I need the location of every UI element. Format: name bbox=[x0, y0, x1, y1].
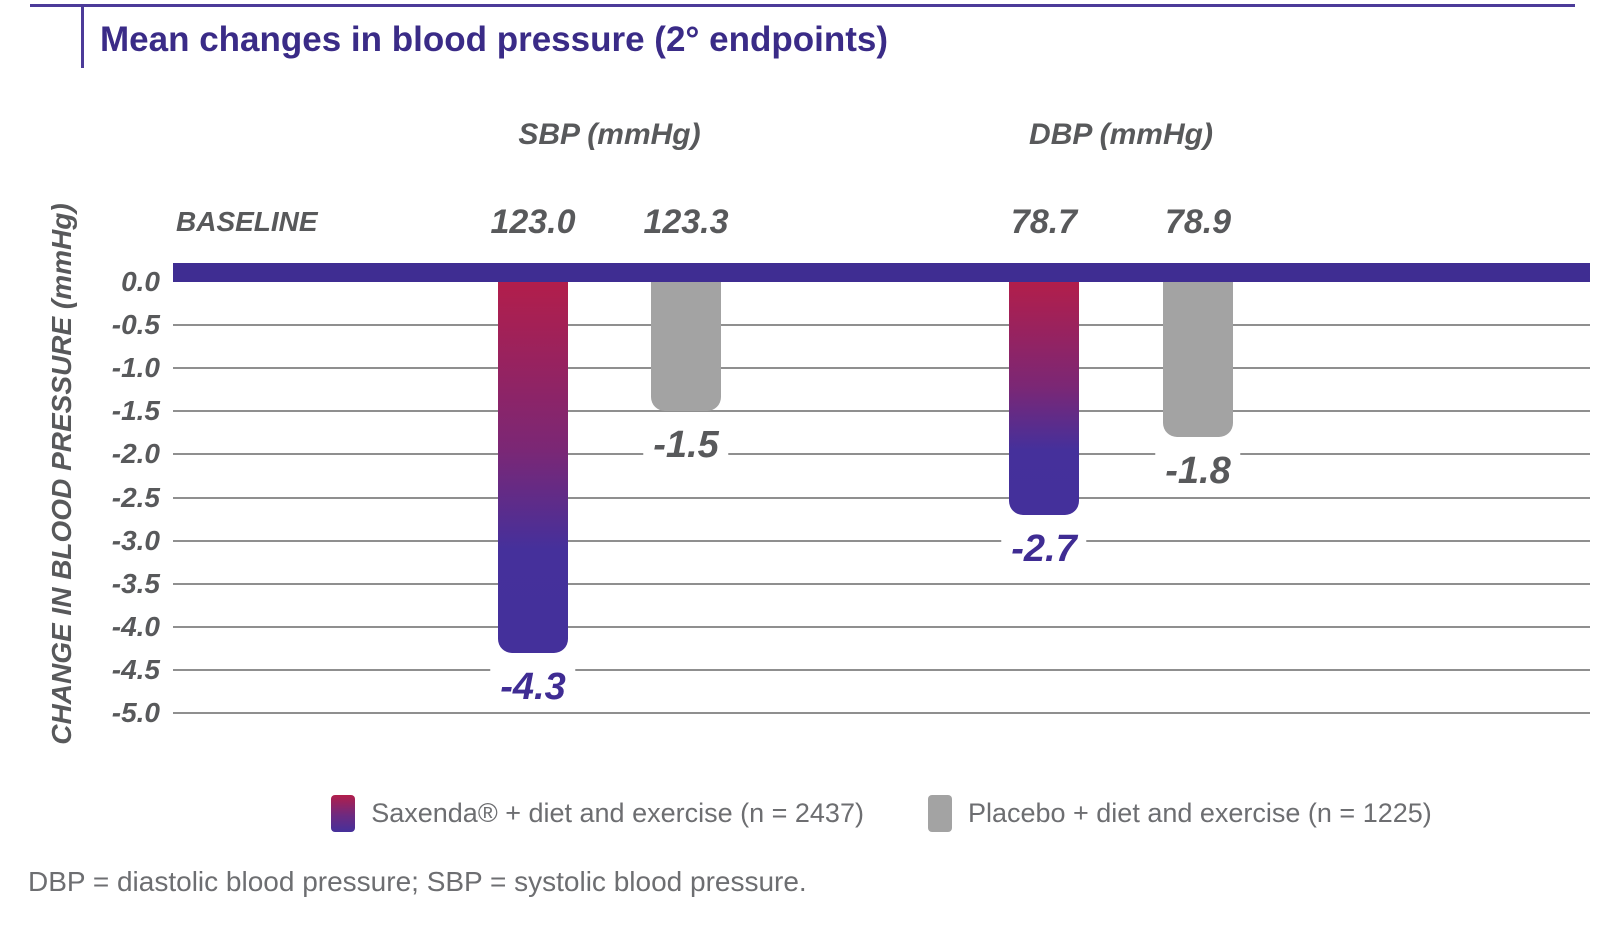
bar-value-label: -1.8 bbox=[1155, 450, 1241, 494]
y-tick-label: -1.5 bbox=[111, 395, 160, 427]
top-horizontal-rule bbox=[30, 4, 1575, 7]
y-tick-label: -2.0 bbox=[111, 438, 160, 470]
placebo-bar bbox=[651, 282, 721, 412]
gridline bbox=[173, 712, 1590, 715]
placebo-bar bbox=[1163, 282, 1233, 438]
title-left-rule bbox=[81, 5, 84, 68]
y-tick-label: -1.0 bbox=[111, 352, 160, 384]
saxenda-swatch-icon bbox=[331, 795, 356, 832]
group-header: DBP (mmHg) bbox=[1029, 118, 1213, 151]
y-tick-label: -3.0 bbox=[111, 524, 160, 556]
bar-value-label: -4.3 bbox=[490, 665, 576, 709]
y-tick-label: -3.5 bbox=[111, 567, 160, 599]
y-tick-label: -4.5 bbox=[111, 654, 160, 686]
y-tick-label: -4.0 bbox=[111, 610, 160, 642]
gridline bbox=[173, 625, 1590, 628]
y-tick-label: -5.0 bbox=[111, 697, 160, 729]
saxenda-bar bbox=[498, 282, 568, 653]
legend-item-placebo: Placebo + diet and exercise (n = 1225) bbox=[927, 795, 1432, 832]
footnote: DBP = diastolic blood pressure; SBP = sy… bbox=[28, 866, 807, 897]
y-tick-label: -2.5 bbox=[111, 481, 160, 513]
legend-item-saxenda: Saxenda® + diet and exercise (n = 2437) bbox=[331, 795, 864, 832]
baseline-value: 123.0 bbox=[490, 203, 576, 241]
gridline bbox=[173, 367, 1590, 370]
y-tick-label: -0.5 bbox=[111, 309, 160, 341]
chart-title: Mean changes in blood pressure (2° endpo… bbox=[100, 20, 888, 59]
legend-label-placebo: Placebo + diet and exercise (n = 1225) bbox=[967, 798, 1432, 828]
zero-baseline-bar bbox=[173, 263, 1590, 282]
saxenda-bar bbox=[1009, 282, 1079, 515]
bar-value-label: -2.7 bbox=[1001, 527, 1087, 571]
gridline bbox=[173, 324, 1590, 327]
baseline-row-label: BASELINE bbox=[176, 206, 318, 237]
baseline-value: 78.9 bbox=[1164, 203, 1232, 241]
gridline bbox=[173, 669, 1590, 672]
placebo-swatch-icon bbox=[927, 795, 952, 832]
legend: Saxenda® + diet and exercise (n = 2437) … bbox=[173, 795, 1590, 832]
y-tick-label: 0.0 bbox=[121, 266, 160, 297]
legend-label-saxenda: Saxenda® + diet and exercise (n = 2437) bbox=[371, 798, 864, 828]
group-header: SBP (mmHg) bbox=[518, 118, 701, 151]
baseline-value: 78.7 bbox=[1010, 203, 1078, 241]
gridline bbox=[173, 453, 1590, 456]
gridline bbox=[173, 582, 1590, 585]
baseline-value: 123.3 bbox=[643, 203, 729, 241]
gridline bbox=[173, 539, 1590, 542]
bar-value-label: -1.5 bbox=[643, 424, 729, 468]
gridline bbox=[173, 496, 1590, 499]
gridline bbox=[173, 410, 1590, 413]
